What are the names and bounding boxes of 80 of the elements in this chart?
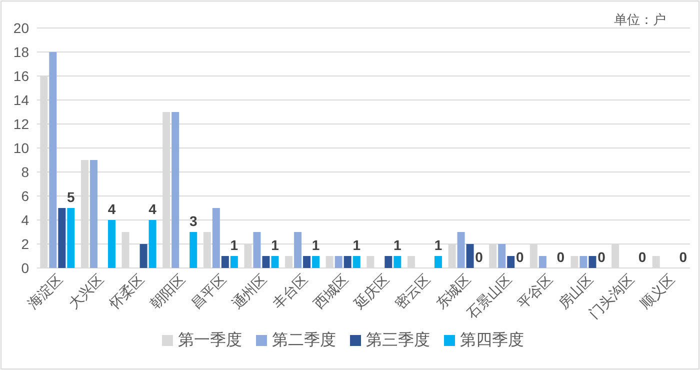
data-label: 1 bbox=[230, 237, 238, 253]
data-label: 1 bbox=[352, 237, 361, 253]
legend-label: 第三季度 bbox=[366, 331, 430, 349]
y-tick-label: 4 bbox=[21, 212, 30, 228]
data-label: 5 bbox=[67, 189, 76, 205]
y-tick-label: 12 bbox=[13, 116, 30, 132]
bar bbox=[570, 256, 578, 268]
data-label: 4 bbox=[108, 201, 116, 217]
bar bbox=[580, 256, 588, 268]
bar bbox=[366, 256, 374, 268]
x-tick-label: 平谷区 bbox=[514, 270, 556, 312]
y-tick-label: 14 bbox=[13, 92, 30, 108]
bar bbox=[312, 256, 320, 268]
data-label: 1 bbox=[434, 237, 442, 253]
data-label: 0 bbox=[638, 249, 646, 265]
bar bbox=[652, 256, 660, 268]
data-label: 0 bbox=[516, 249, 524, 265]
x-tick-label: 顺义区 bbox=[636, 270, 678, 312]
bar bbox=[507, 256, 515, 268]
bar bbox=[394, 256, 402, 268]
bar bbox=[148, 220, 156, 268]
y-tick-label: 16 bbox=[13, 68, 30, 84]
text: 单位：户 bbox=[614, 12, 666, 27]
bar bbox=[49, 52, 57, 268]
bar bbox=[303, 256, 311, 268]
bar bbox=[67, 208, 75, 268]
bar bbox=[434, 256, 442, 268]
data-label: 1 bbox=[394, 237, 402, 253]
bar bbox=[384, 256, 392, 268]
bar bbox=[334, 256, 342, 268]
bar bbox=[212, 208, 220, 268]
data-label: 0 bbox=[679, 249, 688, 265]
legend-label: 第四季度 bbox=[460, 331, 524, 349]
bar bbox=[253, 232, 261, 268]
x-tick-label: 丰台区 bbox=[269, 270, 310, 312]
data-label: 3 bbox=[189, 213, 198, 229]
bar bbox=[352, 256, 360, 268]
y-tick-label: 6 bbox=[21, 188, 30, 204]
bar bbox=[538, 256, 546, 268]
x-tick-label: 昌平区 bbox=[188, 270, 229, 312]
x-tick-label: 怀柔区 bbox=[105, 270, 148, 313]
y-tick-label: 0 bbox=[21, 260, 30, 276]
data-label: 1 bbox=[271, 237, 280, 253]
bar bbox=[407, 256, 415, 268]
legend-label: 第一季度 bbox=[178, 331, 242, 349]
x-tick-label: 大兴区 bbox=[65, 270, 106, 312]
x-tick-label: 通州区 bbox=[228, 270, 270, 312]
data-label: 0 bbox=[556, 249, 565, 265]
bar bbox=[588, 256, 596, 268]
bar bbox=[262, 256, 270, 268]
bar bbox=[457, 232, 465, 268]
bar bbox=[140, 244, 148, 268]
bar bbox=[190, 232, 198, 268]
x-tick-label: 西城区 bbox=[310, 270, 352, 312]
bar bbox=[108, 220, 116, 268]
bar bbox=[271, 256, 279, 268]
bar bbox=[230, 256, 238, 268]
y-tick-label: 2 bbox=[21, 236, 30, 252]
x-tick-label: 密云区 bbox=[392, 270, 433, 312]
x-tick-label: 延庆区 bbox=[350, 270, 392, 313]
y-tick-label: 8 bbox=[21, 164, 30, 180]
data-label: 1 bbox=[312, 237, 320, 253]
bar bbox=[58, 208, 66, 268]
bar bbox=[466, 244, 474, 268]
data-label: 0 bbox=[598, 249, 606, 265]
bar bbox=[294, 232, 302, 268]
bar bbox=[285, 256, 293, 268]
data-label: 4 bbox=[148, 201, 157, 217]
data-label: 0 bbox=[475, 249, 484, 265]
bar bbox=[498, 244, 506, 268]
bar bbox=[90, 160, 98, 268]
y-tick-label: 20 bbox=[13, 20, 30, 36]
y-tick-label: 10 bbox=[13, 140, 30, 156]
legend-label: 第二季度 bbox=[272, 331, 336, 349]
x-tick-label: 朝阳区 bbox=[146, 270, 188, 312]
y-tick-label: 18 bbox=[13, 44, 30, 60]
bar bbox=[221, 256, 229, 268]
bar bbox=[344, 256, 352, 268]
bar bbox=[326, 256, 334, 268]
bar bbox=[172, 112, 180, 268]
